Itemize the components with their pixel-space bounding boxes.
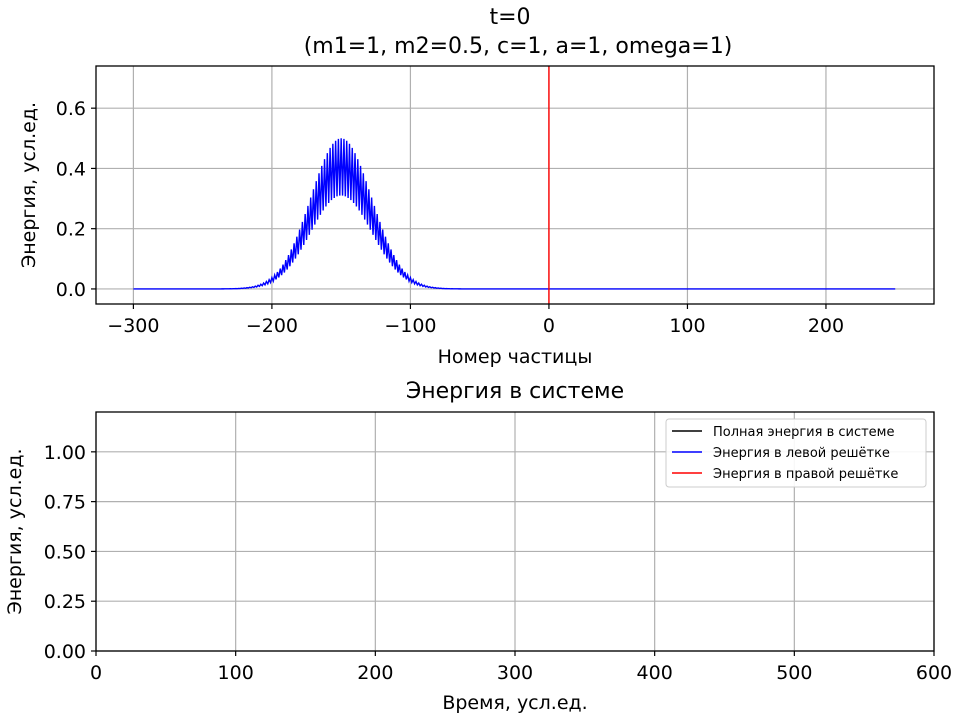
- x-tick-label: −200: [246, 315, 298, 337]
- y-tick-label: 0.4: [56, 158, 86, 180]
- x-tick-label: 100: [669, 315, 705, 337]
- x-tick-label: 400: [637, 662, 673, 684]
- x-tick-label: −100: [384, 315, 436, 337]
- x-tick-label: 200: [808, 315, 844, 337]
- bottom-chart-legend: Полная энергия в системе Энергия в левой …: [665, 418, 927, 488]
- y-tick-label: 0.00: [44, 641, 86, 663]
- top-chart-ylabel: Энергия, усл.ед.: [18, 102, 40, 268]
- top-chart-xticks: −300 −200 −100 0 100 200: [107, 304, 844, 337]
- bottom-chart-xticks: 0 100 200 300 400 500 600: [90, 651, 952, 684]
- figure-title-line2: (m1=1, m2=0.5, c=1, a=1, omega=1): [304, 34, 733, 59]
- top-chart-yticks: 0.0 0.2 0.4 0.6: [56, 98, 96, 301]
- y-tick-label: 0.50: [44, 541, 86, 563]
- bottom-chart-ylabel: Энергия, усл.ед.: [4, 448, 26, 614]
- top-chart-data: [133, 66, 896, 304]
- x-tick-label: 200: [357, 662, 393, 684]
- legend-label: Энергия в правой решётке: [713, 467, 898, 482]
- y-tick-label: 1.00: [44, 442, 86, 464]
- y-tick-label: 0.6: [56, 98, 86, 120]
- legend-label: Энергия в левой решётке: [713, 446, 890, 461]
- x-tick-label: −300: [107, 315, 159, 337]
- x-tick-label: 100: [218, 662, 254, 684]
- y-tick-label: 0.75: [44, 492, 86, 514]
- legend-box: [665, 418, 927, 488]
- x-tick-label: 0: [90, 662, 102, 684]
- x-tick-label: 0: [543, 315, 555, 337]
- x-tick-label: 600: [916, 662, 952, 684]
- x-tick-label: 500: [776, 662, 812, 684]
- bottom-chart: Энергия в системе 0 100 200 300 400 500 600 0.…: [4, 379, 952, 714]
- y-tick-label: 0.2: [56, 219, 86, 241]
- top-chart-frame: [95, 65, 935, 305]
- bottom-chart-title: Энергия в системе: [406, 379, 624, 404]
- bottom-chart-yticks: 0.00 0.25 0.50 0.75 1.00: [44, 442, 96, 663]
- energy-distribution-line: [133, 138, 896, 290]
- top-chart: −300 −200 −100 0 100 200 0.0 0.2 0.4 0.6 Номер ч…: [18, 65, 935, 368]
- y-tick-label: 0.0: [56, 279, 86, 301]
- figure-title-line1: t=0: [489, 5, 530, 30]
- bottom-chart-xlabel: Время, усл.ед.: [442, 692, 587, 714]
- legend-label: Полная энергия в системе: [713, 425, 895, 440]
- top-chart-xlabel: Номер частицы: [438, 346, 593, 368]
- x-tick-label: 300: [497, 662, 533, 684]
- y-tick-label: 0.25: [44, 591, 86, 613]
- top-chart-grid: [96, 66, 934, 304]
